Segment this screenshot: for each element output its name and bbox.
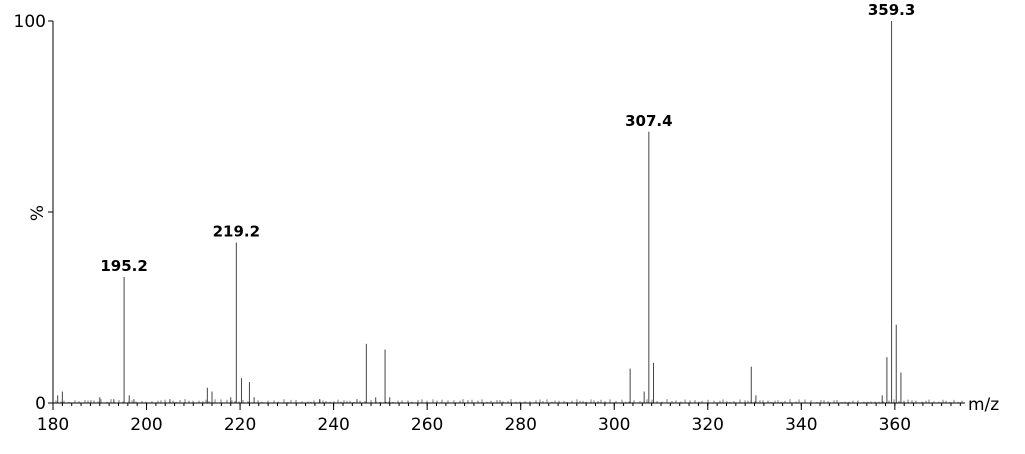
peak-labels: 195.2 219.2 307.4 359.3 [100, 1, 915, 275]
y-axis-ticks: 0 100 [14, 12, 53, 414]
x-tick-label: 280 [504, 415, 536, 435]
x-tick-label: 320 [692, 415, 724, 435]
x-tick-label: 260 [411, 415, 443, 435]
x-tick-label: 180 [37, 415, 69, 435]
x-tick-label: 340 [785, 415, 817, 435]
x-tick-label: 200 [130, 415, 162, 435]
x-tick-label: 360 [879, 415, 911, 435]
noise-baseline [55, 399, 963, 403]
peaks [57, 21, 902, 403]
x-tick-label: 220 [224, 415, 256, 435]
peak-label: 359.3 [868, 1, 915, 19]
y-axis-title: % [28, 205, 48, 221]
y-tick-label: 100 [14, 12, 46, 32]
x-axis-title: m/z [968, 395, 999, 415]
x-tick-label: 240 [317, 415, 349, 435]
peak-label: 307.4 [625, 112, 672, 130]
x-axis-ticks: 180 200 220 240 260 280 300 320 340 360 [37, 403, 961, 435]
y-tick-label: 0 [35, 394, 46, 414]
peak-label: 195.2 [100, 257, 147, 275]
x-tick-label: 300 [598, 415, 630, 435]
peak-label: 219.2 [213, 223, 260, 241]
